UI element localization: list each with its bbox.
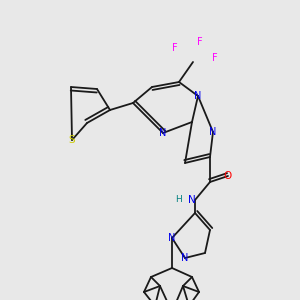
Text: N: N xyxy=(188,195,196,205)
Text: N: N xyxy=(168,233,176,243)
Text: S: S xyxy=(69,135,75,145)
Text: N: N xyxy=(209,127,217,137)
Text: N: N xyxy=(194,91,202,101)
Text: H: H xyxy=(175,196,182,205)
Text: F: F xyxy=(172,43,178,53)
Text: F: F xyxy=(197,37,203,47)
Text: N: N xyxy=(181,253,189,263)
Text: F: F xyxy=(212,53,218,63)
Text: N: N xyxy=(159,128,167,138)
Text: O: O xyxy=(224,171,232,181)
